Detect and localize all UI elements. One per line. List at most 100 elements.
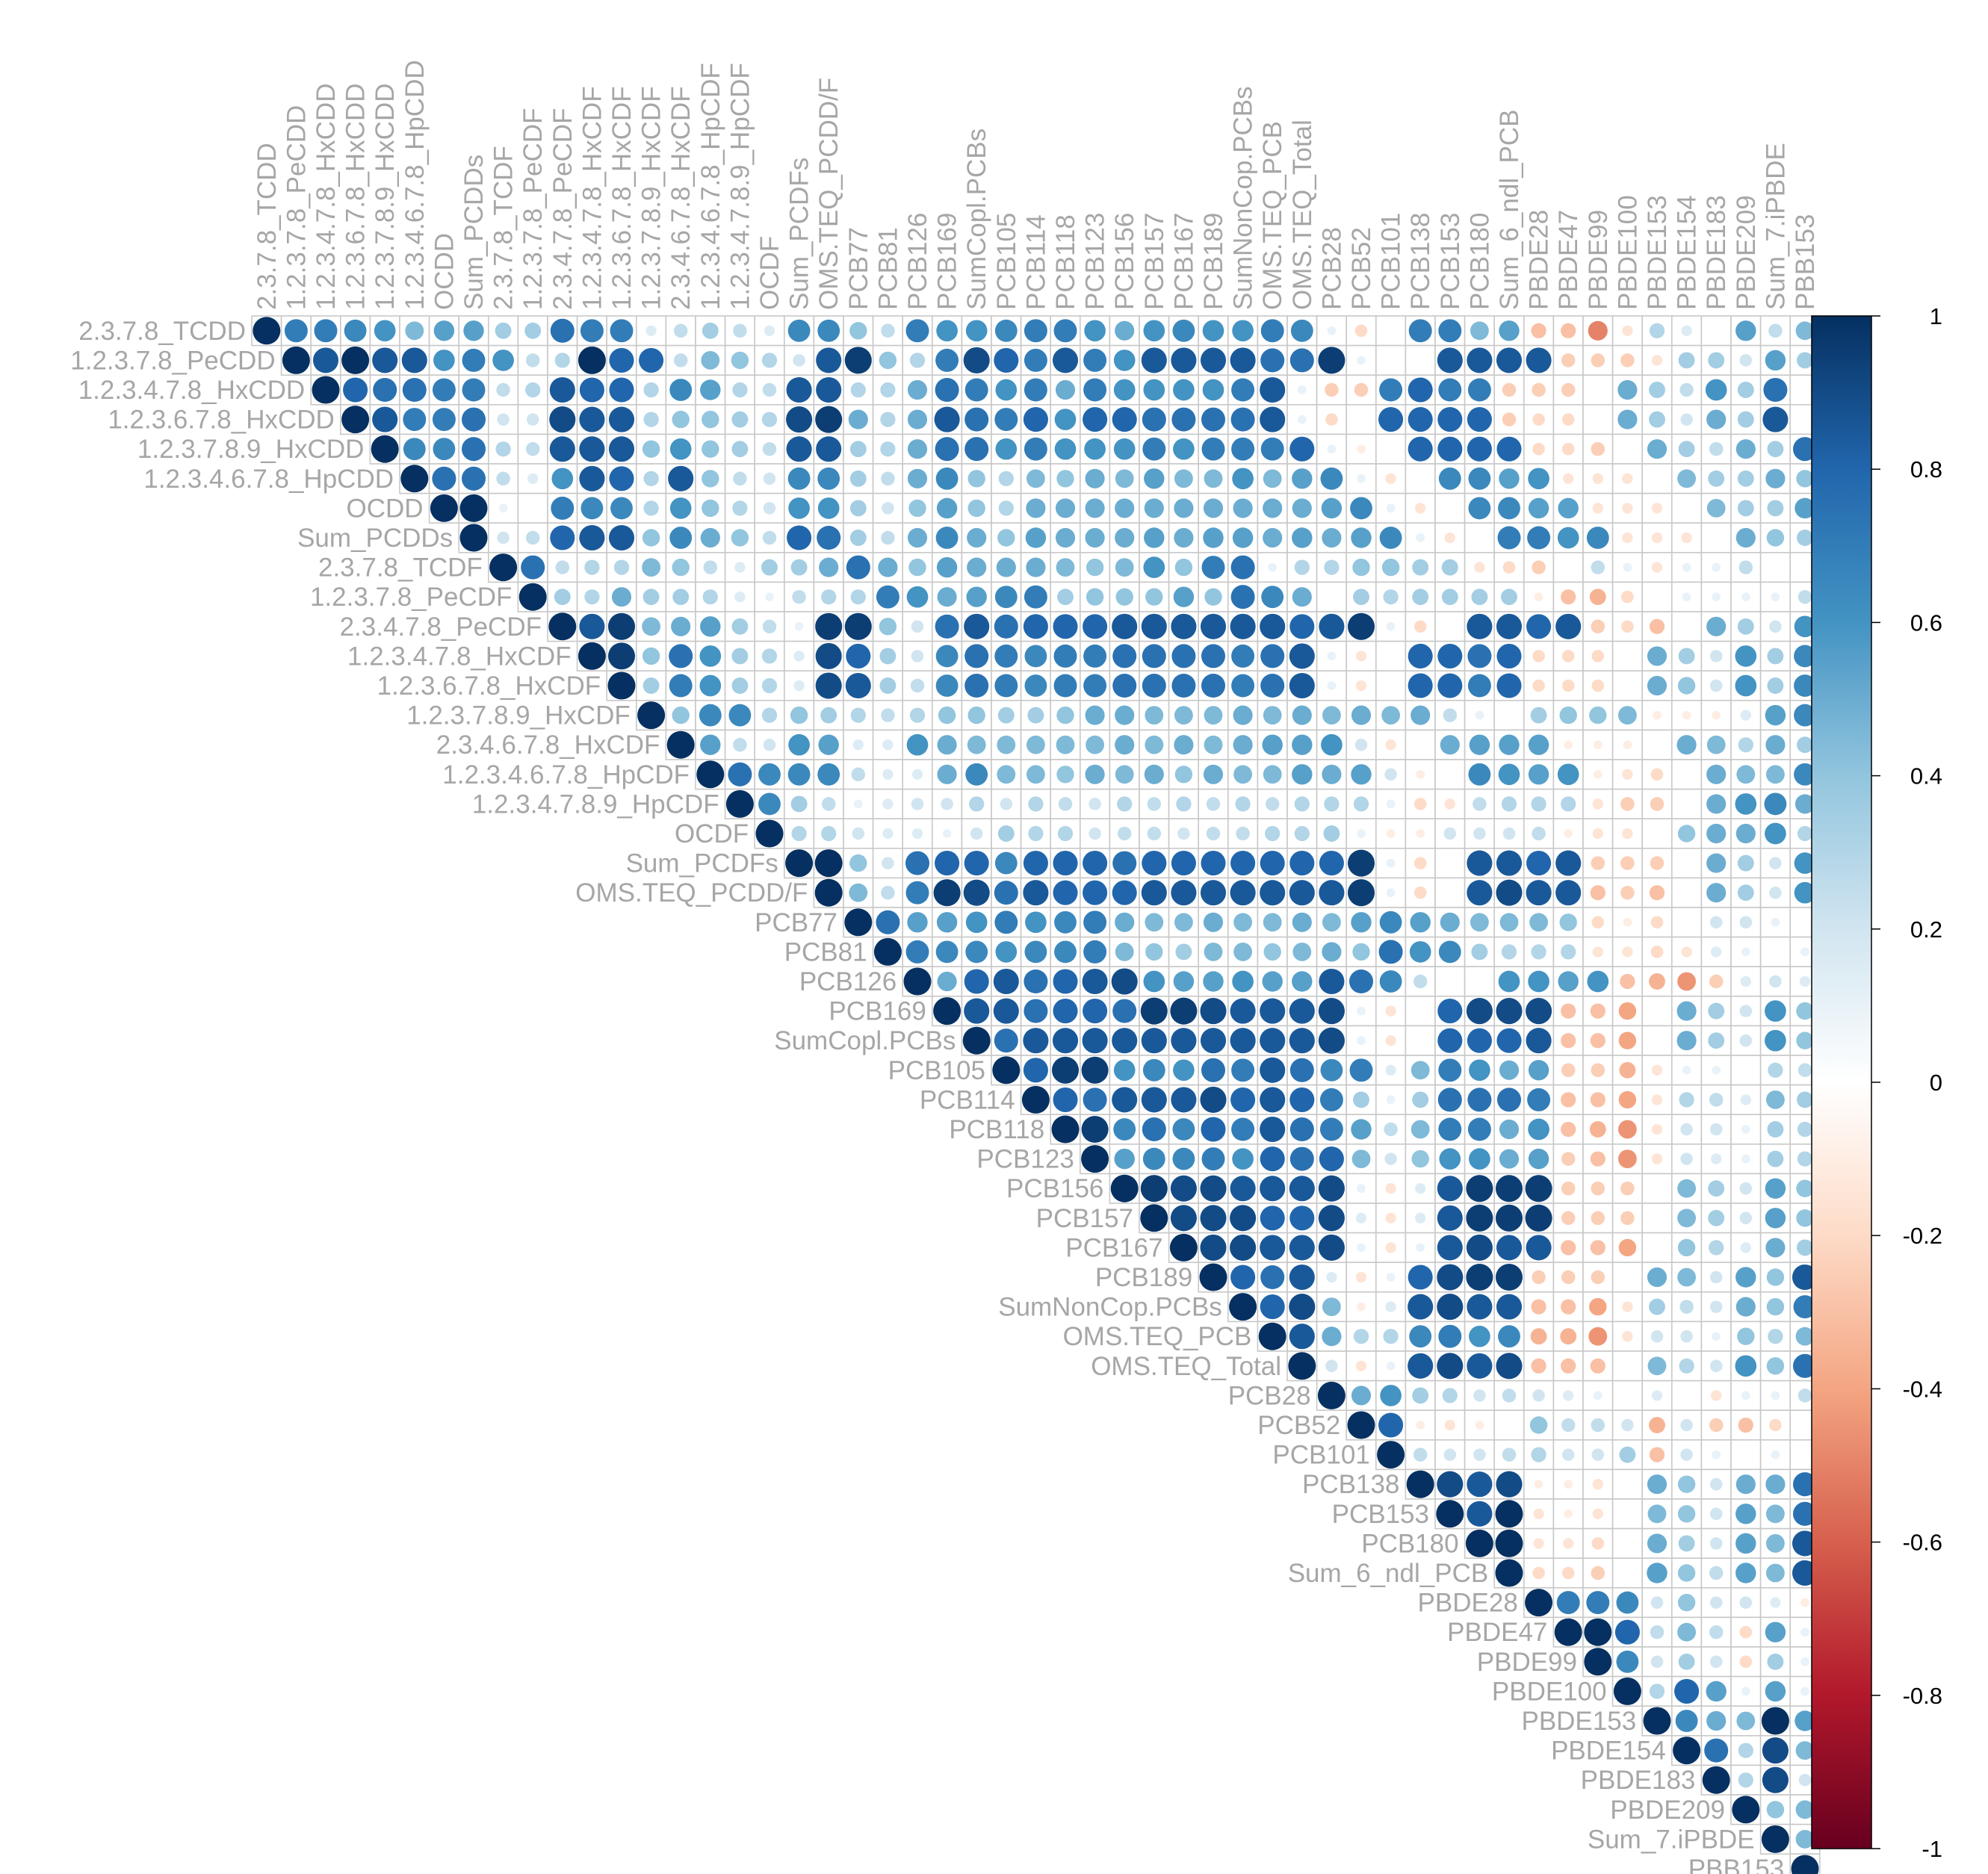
corr-circle-sum-pcdds-x-pcb126 [907, 527, 928, 548]
corr-circle-1-2-3-7-8-pecdf-x-pcb114 [1024, 585, 1047, 609]
colorbar-tick-label: -0.2 [1903, 1223, 1942, 1249]
corr-circle-2-3-4-7-8-pecdf-x-1-2-3-4-7-8-9-hpcdf [731, 618, 749, 635]
corr-circle-pcb156-x-pbde183 [1708, 1180, 1725, 1197]
corr-circle-pbde28-x-pbde154 [1677, 1593, 1696, 1612]
corr-circle-2-3-4-6-7-8-hxcdf-x-oms-teq-pcb [1262, 734, 1283, 755]
corr-circle-1-2-3-4-7-8-9-hpcdf-x-pcb114 [1028, 796, 1044, 812]
corr-circle-pcb189-x-sum-6-ndl-pcb [1495, 1263, 1523, 1291]
corr-circle-oms-teq-pcb-x-pbde100 [1622, 1331, 1633, 1342]
corr-circle-pcb77-x-pbde47 [1559, 913, 1577, 931]
grid-cell [1641, 581, 1673, 612]
corr-circle-pcb123-x-oms-teq-total [1289, 1147, 1314, 1171]
corr-circle-pcb81-x-pbde154 [1681, 946, 1692, 958]
grid-cell [1582, 699, 1614, 731]
corr-circle-oms-teq-pcdd-f-x-pcb169 [933, 879, 961, 907]
corr-circle-sumcopl-pcbs-x-pcb167 [1171, 1028, 1197, 1054]
corr-circle-pcb105-x-pcb52 [1349, 1058, 1373, 1082]
corr-circle-1-2-3-7-8-9-hxcdd-x-2-3-4-7-8-pecdf [549, 436, 575, 462]
corr-circle-1-2-3-7-8-pecdd-x-1-2-3-6-7-8-hxcdf [609, 347, 634, 373]
corr-circle-pbde47-x-pbde47 [1554, 1618, 1582, 1646]
corr-circle-sumnoncop-pcbs-x-sum-7-ipbde [1766, 1297, 1785, 1316]
corr-circle-1-2-3-7-8-9-hxcdd-x-pcb153 [1437, 436, 1463, 462]
col-label-pcb180: PCB180 [1465, 213, 1494, 310]
corr-circle-pcb52-x-pcb153 [1444, 1419, 1455, 1431]
corr-circle-1-2-3-7-8-9-hxcdf-x-pcb167 [1174, 706, 1193, 725]
corr-circle-pcb126-x-oms-teq-total [1292, 971, 1313, 992]
col-label-1-2-3-4-7-8-hxcdf: 1.2.3.4.7.8_HxCDF [577, 86, 607, 310]
corr-circle-2-3-7-8-tcdd-x-pbde209 [1735, 320, 1756, 341]
grid-cell [1552, 551, 1584, 583]
corr-circle-1-2-3-7-8-pecdf-x-pbde209 [1741, 592, 1750, 602]
corr-circle-1-2-3-6-7-8-hxcdd-x-pbde209 [1737, 411, 1754, 428]
corr-circle-pcb138-x-pcb138 [1406, 1470, 1434, 1498]
corr-circle-pcb28-x-pcb180 [1473, 1389, 1486, 1402]
corr-circle-1-2-3-4-7-8-hxcdd-x-1-2-3-4-6-7-8-hpcdf [700, 379, 721, 400]
corr-circle-sumcopl-pcbs-x-sumcopl-pcbs [962, 1026, 991, 1055]
corr-circle-pcb81-x-sumnoncop-pcbs [1233, 942, 1253, 961]
corr-circle-1-2-3-7-8-pecdd-x-2-3-7-8-tcdf [492, 350, 514, 371]
corr-circle-pcb28-x-pcb101 [1380, 1385, 1402, 1406]
corr-circle-pcb118-x-pcb118 [1051, 1115, 1080, 1144]
corr-circle-1-2-3-7-8-pecdd-x-sumcopl-pcbs [963, 347, 990, 373]
col-label-pcb156: PCB156 [1110, 213, 1139, 310]
col-label-pbde183: PBDE183 [1702, 195, 1731, 310]
corr-circle-1-2-3-4-7-8-hxcdf-x-pcb28 [1327, 651, 1337, 661]
corr-circle-1-2-3-6-7-8-hxcdd-x-pcb118 [1054, 409, 1077, 430]
corr-circle-2-3-7-8-tcdf-x-1-2-3-7-8-pecdf [521, 555, 545, 580]
corr-circle-1-2-3-7-8-pecdf-x-1-2-3-7-8-pecdf [518, 583, 547, 611]
corr-circle-1-2-3-7-8-pecdf-x-pcb157 [1145, 588, 1163, 606]
corr-circle-ocdd-x-pbde47 [1558, 497, 1579, 519]
corr-circle-2-3-7-8-tcdd-x-pcb189 [1202, 320, 1224, 342]
corr-circle-pcb118-x-oms-teq-pcb [1260, 1116, 1286, 1143]
corr-circle-ocdd-x-pcb105 [998, 500, 1014, 516]
corr-circle-2-3-7-8-tcdf-x-pcb114 [1026, 557, 1046, 577]
corr-circle-2-3-7-8-tcdf-x-pcb138 [1412, 559, 1429, 576]
corr-circle-1-2-3-4-6-7-8-hpcdf-x-pbb153 [1794, 763, 1816, 786]
corr-circle-1-2-3-7-8-pecdf-x-sumnoncop-pcbs [1230, 585, 1255, 609]
grid-cell [1611, 1380, 1644, 1411]
grid-cell [1405, 1025, 1436, 1056]
corr-circle-1-2-3-6-7-8-hxcdd-x-1-2-3-6-7-8-hxcdd [341, 406, 370, 434]
corr-circle-sumnoncop-pcbs-x-pbb153 [1793, 1295, 1817, 1319]
corr-circle-2-3-4-6-7-8-hxcdf-x-1-2-3-4-6-7-8-hpcdf [700, 734, 721, 755]
corr-circle-pcb157-x-pbde209 [1739, 1211, 1753, 1225]
grid-cell [1493, 699, 1525, 731]
corr-circle-1-2-3-7-8-pecdd-x-pcb114 [1024, 348, 1047, 372]
corr-circle-pcb157-x-oms-teq-pcb [1260, 1206, 1285, 1231]
corr-circle-sum-pcdfs-x-sum-6-ndl-pcb [1496, 850, 1523, 876]
corr-circle-1-2-3-7-8-9-hxcdf-x-pbb153 [1794, 704, 1816, 727]
corr-circle-oms-teq-pcdd-f-x-pcb123 [1083, 880, 1108, 905]
corr-circle-sum-7-ipbde-x-sum-7-ipbde [1761, 1825, 1789, 1853]
corr-circle-1-2-3-6-7-8-hxcdd-x-1-2-3-4-7-8-hxcdf [579, 406, 605, 432]
corr-circle-1-2-3-7-8-9-hxcdf-x-pcb118 [1056, 706, 1074, 725]
corr-circle-ocdd-x-pcb28 [1321, 497, 1343, 519]
corr-circle-pcb81-x-pcb101 [1378, 940, 1403, 964]
grid-cell [1346, 581, 1377, 612]
corr-circle-sum-pcdfs-x-pbde47 [1555, 850, 1582, 876]
corr-circle-oms-teq-pcdd-f-x-sumnoncop-pcbs [1230, 880, 1256, 906]
corr-circle-pcb101-x-pbde153 [1649, 1447, 1665, 1462]
corr-circle-pcb118-x-pcb101 [1384, 1122, 1398, 1137]
grid-cell [1671, 1321, 1703, 1352]
corr-circle-pcb156-x-pcb138 [1415, 1183, 1426, 1194]
corr-circle-pcb156-x-sum-7-ipbde [1765, 1178, 1786, 1199]
corr-circle-pcb189-x-pbde183 [1709, 1270, 1723, 1284]
corr-circle-pcb180-x-sum-6-ndl-pcb [1495, 1529, 1523, 1557]
corr-circle-2-3-7-8-tcdd-x-pcb157 [1143, 320, 1165, 342]
corr-circle-1-2-3-6-7-8-hxcdd-x-pcb126 [907, 409, 928, 429]
row-label-2-3-7-8-tcdd: 2.3.7.8_TCDD [78, 317, 246, 346]
col-label-1-2-3-6-7-8-hxcdf: 1.2.3.6.7.8_HxCDF [607, 86, 637, 310]
grid-cell [1641, 1173, 1673, 1204]
corr-circle-2-3-7-8-tcdd-x-ocdf [764, 325, 775, 336]
col-label-pcb52: PCB52 [1347, 227, 1376, 310]
grid-cell [1671, 848, 1703, 879]
corr-circle-1-2-3-7-8-9-hxcdd-x-pbde183 [1709, 441, 1724, 456]
row-label-1-2-3-7-8-pecdd: 1.2.3.7.8_PeCDD [70, 346, 275, 375]
corr-circle-1-2-3-6-7-8-hxcdd-x-pcb28 [1325, 413, 1338, 426]
corr-circle-2-3-7-8-tcdd-x-pcb114 [1024, 319, 1047, 343]
corr-circle-pcb114-x-pcb123 [1083, 1088, 1107, 1112]
corr-circle-pbde99-x-pbb153 [1800, 1657, 1809, 1666]
corr-circle-1-2-3-4-7-8-hxcdf-x-pbde154 [1678, 648, 1695, 665]
corr-circle-sum-pcdds-x-pbde99 [1586, 527, 1609, 549]
corr-circle-1-2-3-4-7-8-hxcdf-x-pbb153 [1794, 645, 1816, 668]
